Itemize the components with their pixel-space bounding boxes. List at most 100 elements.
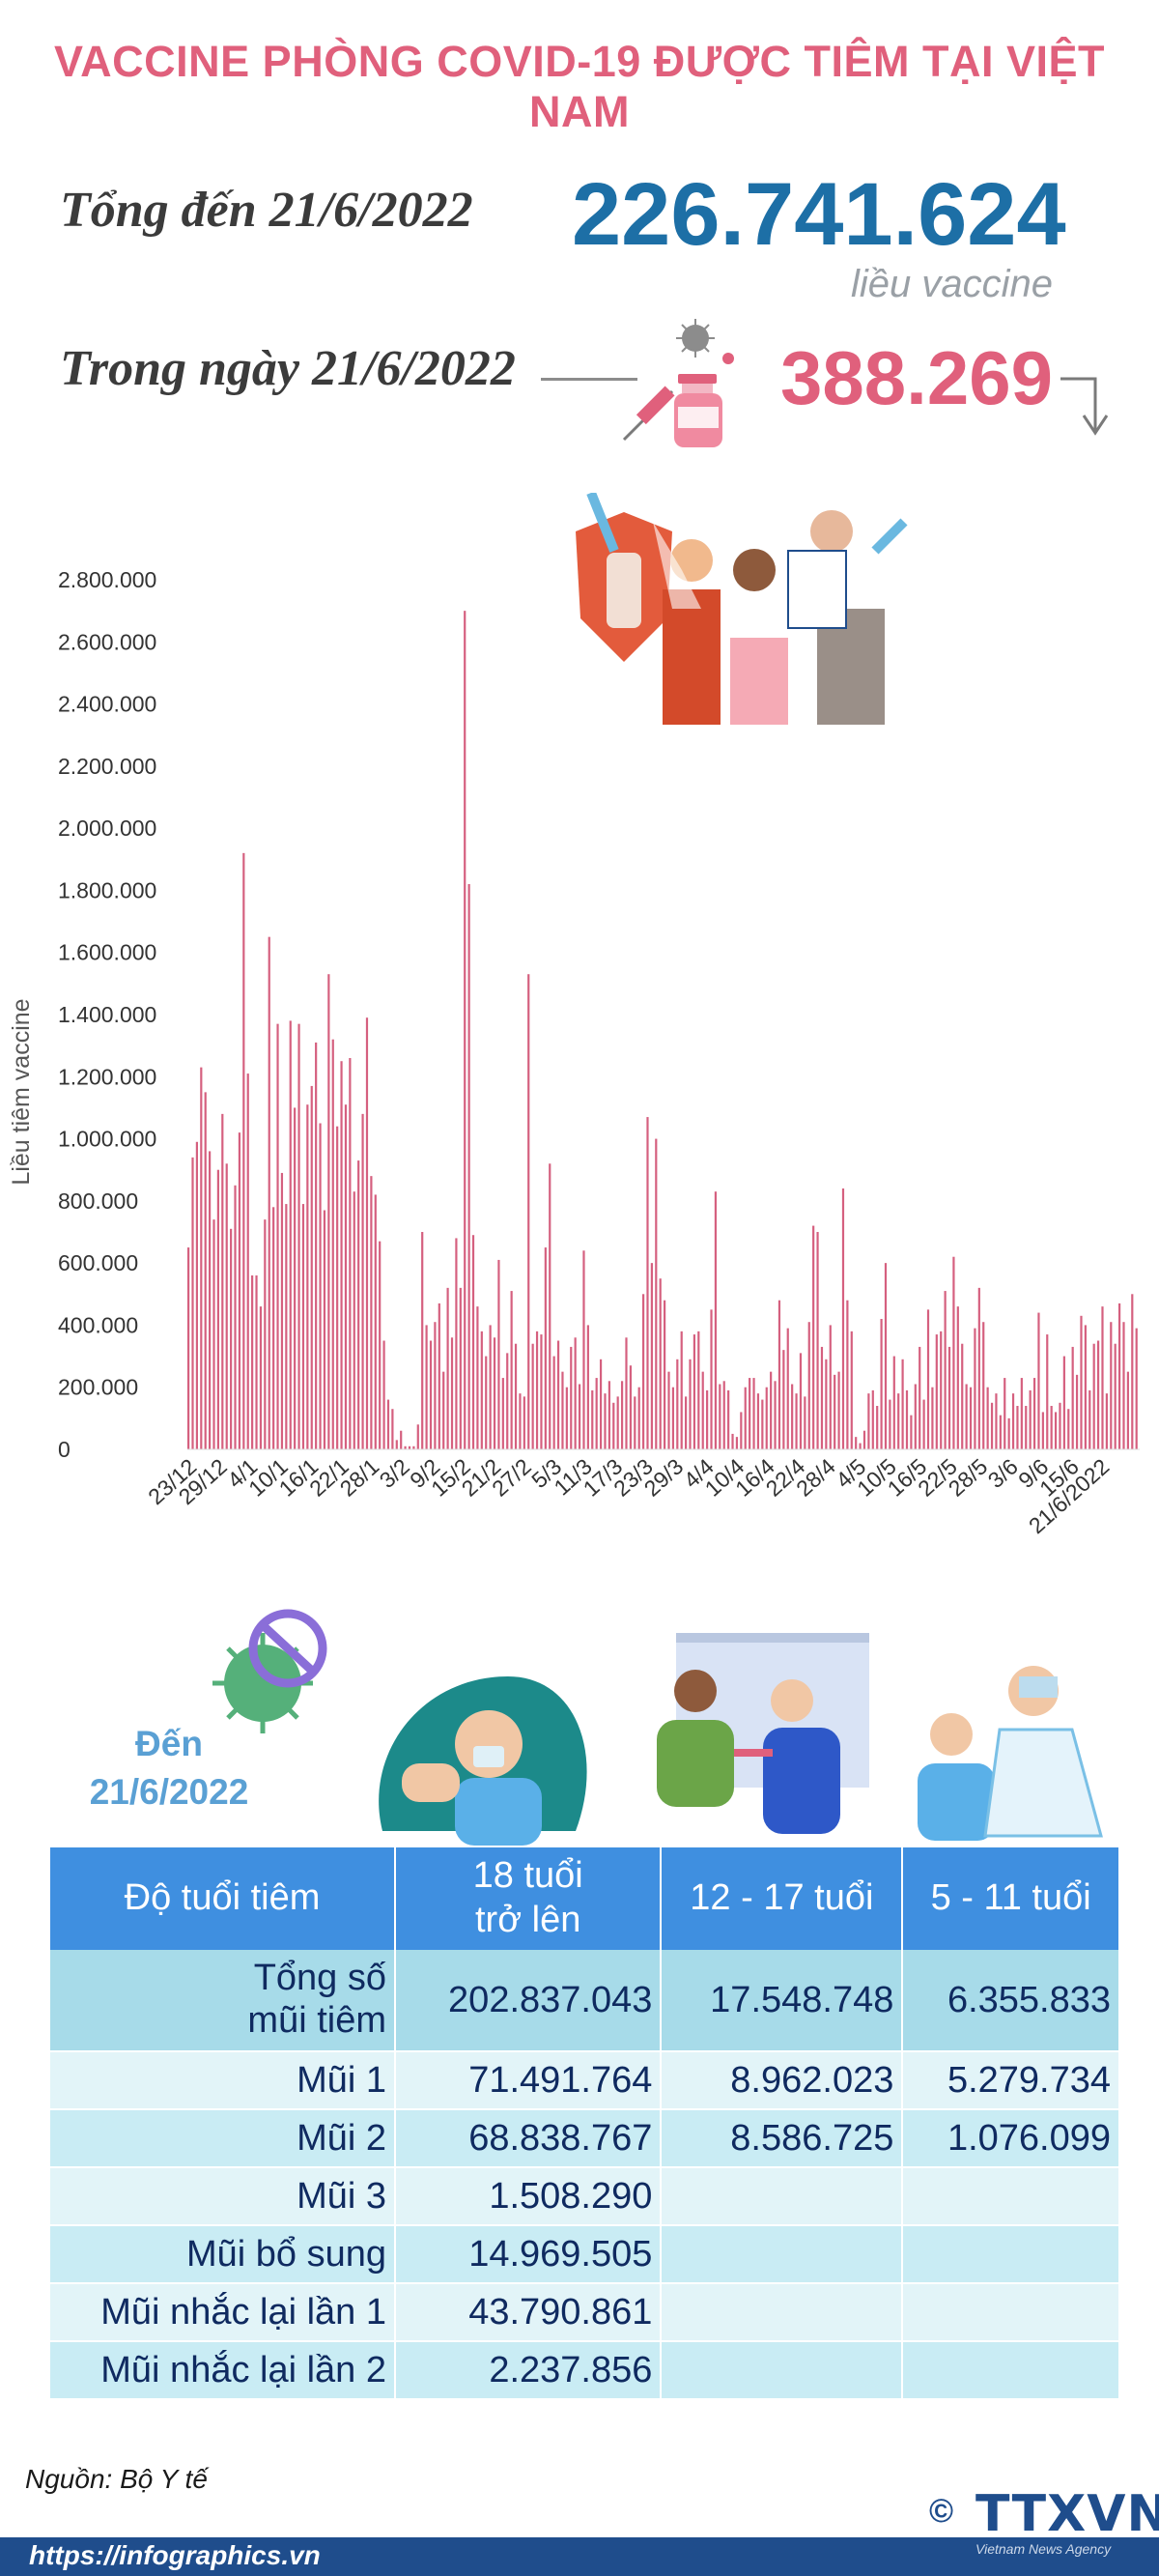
bar	[238, 1132, 241, 1449]
bar	[1037, 1312, 1040, 1449]
bar	[1117, 1302, 1121, 1449]
row-label: Mũi 2	[50, 2109, 396, 2168]
bar	[382, 1340, 385, 1449]
row-label: Mũi 1	[50, 2051, 396, 2110]
y-tick-label: 1.600.000	[58, 940, 156, 965]
bar	[416, 1424, 419, 1449]
bar	[1088, 1389, 1091, 1449]
bar	[637, 1387, 640, 1449]
bar	[344, 1104, 348, 1449]
bar	[353, 1191, 355, 1449]
bar	[485, 1356, 488, 1449]
bar	[612, 1402, 615, 1449]
bar	[591, 1389, 594, 1449]
bar	[795, 1393, 798, 1449]
bar	[804, 1396, 806, 1449]
bar	[701, 1371, 704, 1449]
bar	[620, 1381, 624, 1449]
bar	[999, 1415, 1002, 1449]
bar	[195, 1141, 198, 1449]
table-row: Mũi 2 68.838.767 8.586.725 1.076.099	[50, 2109, 1120, 2168]
bar	[1046, 1334, 1049, 1449]
bar	[408, 1445, 411, 1449]
bar	[834, 1374, 836, 1449]
people-illustration	[576, 493, 908, 725]
table-header-cell: 5 - 11 tuổi	[902, 1847, 1120, 1950]
table-header-row: Độ tuổi tiêm 18 tuổi trở lên 12 - 17 tuổ…	[50, 1847, 1120, 1950]
bar	[1101, 1306, 1104, 1449]
bar	[884, 1263, 888, 1449]
bar	[671, 1387, 674, 1449]
total-value: 226.741.624	[572, 165, 1066, 264]
bar	[646, 1117, 649, 1449]
y-tick-label: 600.000	[58, 1250, 138, 1275]
table-cell: 71.491.764	[395, 2051, 663, 2110]
y-tick-label: 2.600.000	[58, 629, 156, 654]
bar	[315, 1042, 318, 1449]
bar	[850, 1331, 853, 1449]
bar	[404, 1445, 407, 1449]
bar	[625, 1337, 628, 1449]
bar	[931, 1387, 934, 1449]
bar	[659, 1278, 662, 1449]
bar	[306, 1104, 309, 1449]
bar	[425, 1325, 428, 1449]
bar	[676, 1359, 679, 1449]
bar	[756, 1393, 760, 1449]
vaccine-vial-icon	[622, 319, 734, 447]
bar	[412, 1445, 415, 1449]
bar	[837, 1371, 840, 1449]
bar	[1067, 1409, 1070, 1449]
bar	[209, 1151, 212, 1449]
no-virus-icon	[212, 1609, 327, 1733]
total-unit: liều vaccine	[850, 263, 1053, 305]
bar	[535, 1331, 539, 1449]
bar	[910, 1415, 913, 1449]
bar	[940, 1331, 943, 1449]
table-cell	[661, 2167, 904, 2226]
bar	[251, 1275, 254, 1449]
bar	[264, 1219, 267, 1449]
table-header-cell: 12 - 17 tuổi	[661, 1847, 904, 1950]
bar	[1054, 1412, 1058, 1449]
table-row: Mũi nhắc lại lần 1 43.790.861	[50, 2283, 1120, 2342]
bar	[506, 1353, 509, 1449]
bar	[901, 1359, 904, 1449]
bar	[561, 1371, 564, 1449]
bar	[582, 1250, 585, 1449]
bar	[812, 1225, 815, 1449]
bar	[480, 1331, 483, 1449]
bar	[340, 1061, 343, 1449]
bar	[1114, 1343, 1117, 1449]
bar	[272, 1207, 275, 1449]
asof-label: Đến 21/6/2022	[89, 1724, 249, 1812]
bar	[216, 1169, 220, 1449]
bar	[294, 1107, 297, 1449]
table-cell	[661, 2341, 904, 2400]
bar	[816, 1232, 819, 1449]
source-note: Nguồn: Bộ Y tế	[25, 2464, 208, 2494]
bar	[604, 1393, 607, 1449]
child-vaccination-illustration	[918, 1666, 1103, 1841]
bar	[221, 1113, 224, 1449]
bar	[693, 1334, 696, 1449]
bar	[549, 1163, 551, 1449]
bar	[740, 1412, 743, 1449]
y-tick-label: 200.000	[58, 1375, 138, 1400]
bar	[786, 1328, 789, 1449]
table-cell: 8.586.725	[661, 2109, 904, 2168]
bar	[556, 1340, 560, 1449]
bar	[255, 1275, 258, 1449]
bar	[897, 1393, 900, 1449]
copyright-icon: ©	[929, 2493, 954, 2530]
footer-url[interactable]: https://infographics.vn	[29, 2540, 321, 2570]
bar	[1071, 1346, 1074, 1449]
chart-ylabel: Liều tiêm vaccine	[8, 998, 35, 1185]
bar	[731, 1433, 734, 1449]
bar	[892, 1356, 895, 1449]
table-row: Tổng số mũi tiêm 202.837.043 17.548.748 …	[50, 1950, 1120, 2052]
bar	[379, 1241, 382, 1449]
table-header-cell: 18 tuổi trở lên	[395, 1847, 663, 1950]
bar	[986, 1387, 989, 1449]
bar	[225, 1163, 228, 1449]
